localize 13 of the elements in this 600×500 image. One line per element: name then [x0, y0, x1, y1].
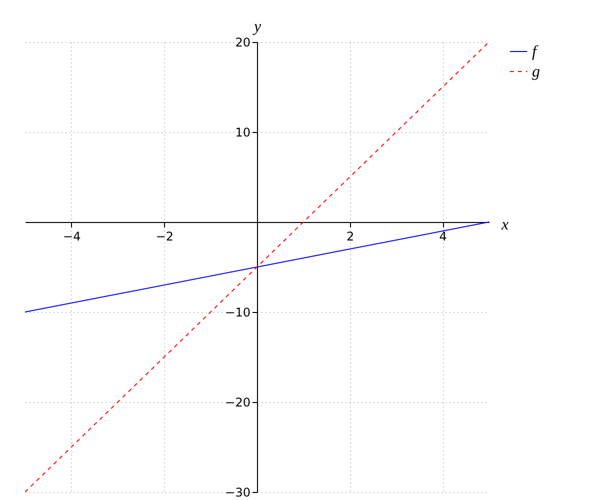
- legend-label: f: [532, 44, 539, 60]
- legend-label: g: [532, 64, 540, 80]
- x-tick-label: 4: [439, 230, 447, 244]
- y-tick-label: −20: [225, 396, 250, 410]
- y-axis-title: y: [252, 18, 262, 36]
- y-tick-label: 10: [235, 126, 250, 140]
- y-tick-label: 20: [235, 36, 250, 50]
- x-tick-label: −4: [63, 230, 81, 244]
- x-tick-label: −2: [156, 230, 174, 244]
- y-tick-label: −30: [225, 486, 250, 500]
- y-tick-label: −10: [225, 306, 250, 320]
- x-axis-title: x: [500, 216, 509, 234]
- x-tick-label: 2: [346, 230, 354, 244]
